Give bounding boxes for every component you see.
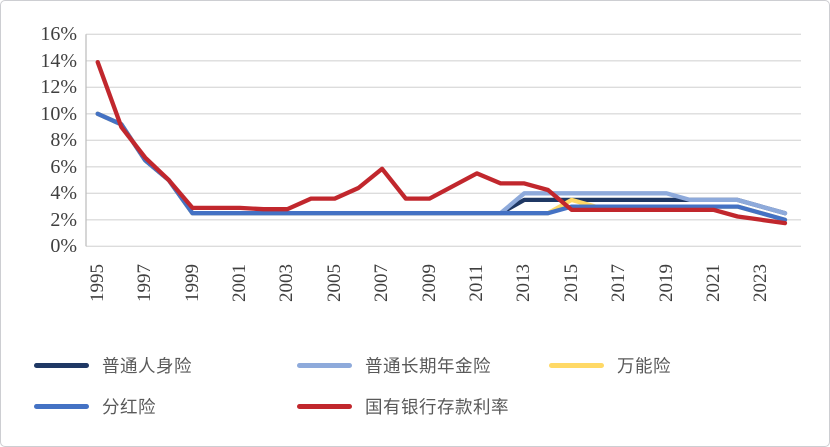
legend-label: 普通人身险 [102, 355, 192, 376]
x-tick-label: 2005 [323, 264, 345, 302]
series-line-4 [95, 59, 788, 226]
gridlines [86, 33, 801, 247]
chart-legend: 普通人身险 普通长期年金险 万能险分红险 国有银行存款利率 [34, 352, 809, 419]
legend-item-2: 万能险 [549, 352, 809, 378]
x-tick-label: 1999 [181, 264, 203, 302]
series-line-1 [95, 111, 788, 216]
plot-area: 0% 2% 4% 6% 8% 10% 12% 14% 16% 1995 1997 1999 2001 2… [1, 1, 829, 302]
y-tick-label: 0% [50, 235, 77, 258]
legend-label: 分红险 [102, 396, 156, 417]
legend-item-4: 国有银行存款利率 [297, 393, 549, 419]
y-tick-label: 6% [50, 155, 77, 178]
x-tick-label: 2019 [655, 264, 677, 302]
x-tick-label: 2007 [371, 264, 393, 302]
y-tick-label: 2% [50, 208, 77, 231]
y-tick-label: 12% [40, 76, 77, 99]
x-tick-label: 2023 [750, 264, 772, 302]
legend-swatch-icon [297, 403, 352, 409]
legend-label: 普通长期年金险 [365, 355, 491, 376]
y-tick-label: 10% [40, 102, 77, 125]
x-tick-label: 2017 [608, 264, 630, 302]
y-tick-label: 4% [50, 182, 77, 205]
legend-swatch-icon [34, 403, 89, 409]
legend-swatch-icon [297, 362, 352, 368]
x-tick-label: 2013 [513, 264, 535, 302]
legend-label: 万能险 [617, 355, 671, 376]
x-tick-label: 2011 [465, 264, 487, 302]
x-tick-label: 2009 [418, 264, 440, 302]
series-line-3 [95, 111, 788, 222]
x-tick-label: 2001 [228, 264, 250, 302]
x-tick-label: 2003 [276, 264, 298, 302]
y-tick-label: 8% [50, 129, 77, 152]
x-tick-label: 2015 [560, 264, 582, 302]
x-tick-label: 2021 [702, 264, 724, 302]
y-tick-label: 16% [40, 23, 77, 46]
legend-label: 国有银行存款利率 [365, 396, 509, 417]
legend-item-0: 普通人身险 [34, 352, 297, 378]
legend-swatch-icon [549, 362, 604, 368]
legend-swatch-icon [34, 362, 89, 368]
legend-item-3: 分红险 [34, 393, 297, 419]
x-tick-label: 1995 [86, 264, 108, 302]
series-lines [95, 59, 788, 226]
x-tick-label: 1997 [134, 264, 156, 302]
y-tick-label: 14% [40, 49, 77, 72]
legend-item-1: 普通长期年金险 [297, 352, 549, 378]
line-chart [85, 33, 801, 247]
